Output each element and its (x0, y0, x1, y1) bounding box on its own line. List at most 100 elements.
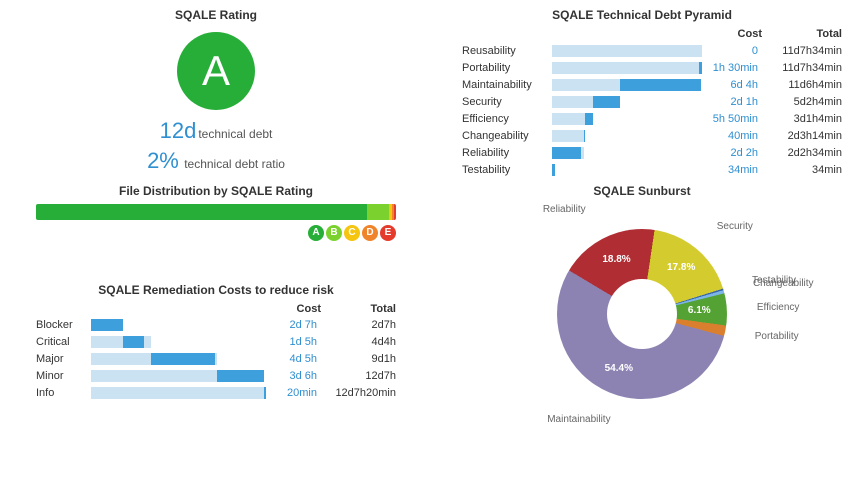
distribution-segment[interactable] (367, 204, 389, 220)
tech-debt-line: 12dtechnical debt (6, 118, 426, 144)
sunburst-chart[interactable]: 54.4%Maintainability18.8%Reliability17.8… (532, 204, 752, 424)
bar-track[interactable] (552, 96, 702, 108)
row-cost[interactable]: 1h 30min (702, 62, 762, 74)
legend-dot[interactable]: E (380, 225, 396, 241)
tech-debt-value[interactable]: 12d (160, 118, 197, 143)
row-label: Minor (36, 370, 91, 382)
remediation-panel: SQALE Remediation Costs to reduce risk C… (6, 269, 426, 424)
bar-foreground (584, 130, 586, 142)
pyramid-title: SQALE Technical Debt Pyramid (432, 8, 850, 22)
slice-ext-label: Maintainability (547, 414, 610, 425)
bar-foreground (585, 113, 593, 125)
row-cost[interactable]: 2d 2h (702, 147, 762, 159)
sqale-rating-title: SQALE Rating (6, 8, 426, 22)
bar-track[interactable] (552, 164, 702, 176)
legend-dot[interactable]: A (308, 225, 324, 241)
row-cost[interactable]: 0 (702, 45, 762, 57)
slice-pct-label: 17.8% (667, 262, 695, 273)
bar-track[interactable] (552, 45, 702, 57)
distribution-segment[interactable] (36, 204, 367, 220)
slice-ext-label: Changeability (753, 278, 814, 289)
bar-track[interactable] (552, 113, 702, 125)
bar-track[interactable] (91, 370, 266, 382)
table-row: Maintainability 6d 4h11d6h4min (462, 76, 842, 93)
bar-track[interactable] (91, 319, 266, 331)
remediation-total-header: Total (321, 303, 396, 315)
row-total: 2d7h (321, 319, 396, 331)
bar-track[interactable] (552, 62, 702, 74)
legend-dot[interactable]: D (362, 225, 378, 241)
bar-foreground (699, 62, 702, 74)
row-label: Maintainability (462, 79, 552, 91)
row-label: Portability (462, 62, 552, 74)
row-total: 5d2h4min (762, 96, 842, 108)
distribution-bar[interactable] (36, 204, 396, 220)
row-total: 11d7h34min (762, 45, 842, 57)
bar-foreground (620, 79, 701, 91)
table-row: Testability34min34min (462, 161, 842, 178)
row-total: 11d6h4min (762, 79, 842, 91)
row-cost[interactable]: 5h 50min (702, 113, 762, 125)
tech-debt-ratio-line: 2% technical debt ratio (6, 148, 426, 174)
row-label: Reliability (462, 147, 552, 159)
slice-ext-label: Reliability (543, 204, 586, 215)
table-row: Portability 1h 30min11d7h34min (462, 59, 842, 76)
row-cost[interactable]: 6d 4h (702, 79, 762, 91)
row-cost[interactable]: 2d 1h (702, 96, 762, 108)
row-label: Security (462, 96, 552, 108)
row-label: Changeability (462, 130, 552, 142)
row-label: Reusability (462, 45, 552, 57)
pyramid-total-header: Total (762, 28, 842, 40)
row-cost[interactable]: 40min (702, 130, 762, 142)
row-label: Efficiency (462, 113, 552, 125)
bar-track[interactable] (91, 387, 266, 399)
bar-track[interactable] (552, 79, 702, 91)
bar-foreground (217, 370, 264, 382)
row-cost[interactable]: 34min (702, 164, 762, 176)
pyramid-panel: SQALE Technical Debt Pyramid Cost Total … (432, 8, 850, 178)
bar-foreground (151, 353, 216, 365)
bar-foreground (264, 387, 266, 399)
sunburst-title: SQALE Sunburst (432, 184, 850, 198)
table-row: Reusability 011d7h34min (462, 42, 842, 59)
row-label: Testability (462, 164, 552, 176)
row-total: 3d1h4min (762, 113, 842, 125)
bar-foreground (593, 96, 620, 108)
table-row: Efficiency 5h 50min3d1h4min (462, 110, 842, 127)
table-row: Minor 3d 6h12d7h (36, 368, 396, 385)
bar-track[interactable] (552, 147, 702, 159)
bar-background (552, 62, 702, 74)
slice-ext-label: Portability (755, 331, 799, 342)
row-label: Major (36, 353, 91, 365)
row-cost[interactable]: 20min (266, 387, 321, 399)
bar-track[interactable] (91, 336, 266, 348)
row-cost[interactable]: 4d 5h (266, 353, 321, 365)
tech-debt-ratio-value[interactable]: 2% (147, 148, 179, 173)
sunburst-panel: SQALE Sunburst 54.4%Maintainability18.8%… (432, 184, 850, 424)
bar-track[interactable] (91, 353, 266, 365)
remediation-table: Cost Total Blocker 2d 7h2d7h Critical 1d 5h… (6, 303, 426, 402)
distribution-legend: ABCDE (36, 224, 396, 241)
row-label: Blocker (36, 319, 91, 331)
row-total: 12d7h20min (321, 387, 396, 399)
bar-track[interactable] (552, 130, 702, 142)
row-cost[interactable]: 3d 6h (266, 370, 321, 382)
bar-background (91, 387, 266, 399)
row-cost[interactable]: 2d 7h (266, 319, 321, 331)
distribution-segment[interactable] (394, 204, 396, 220)
row-total: 4d4h (321, 336, 396, 348)
table-row: Security 2d 1h5d2h4min (462, 93, 842, 110)
remediation-title: SQALE Remediation Costs to reduce risk (6, 283, 426, 297)
row-total: 12d7h (321, 370, 396, 382)
row-total: 2d3h14min (762, 130, 842, 142)
remediation-cost-header: Cost (266, 303, 321, 315)
legend-dot[interactable]: B (326, 225, 342, 241)
pyramid-cost-header: Cost (702, 28, 762, 40)
row-total: 11d7h34min (762, 62, 842, 74)
row-label: Critical (36, 336, 91, 348)
rating-grade-circle[interactable]: A (177, 32, 255, 110)
row-cost[interactable]: 1d 5h (266, 336, 321, 348)
rating-grade-letter: A (202, 47, 230, 95)
legend-dot[interactable]: C (344, 225, 360, 241)
slice-ext-label: Efficiency (757, 302, 800, 313)
